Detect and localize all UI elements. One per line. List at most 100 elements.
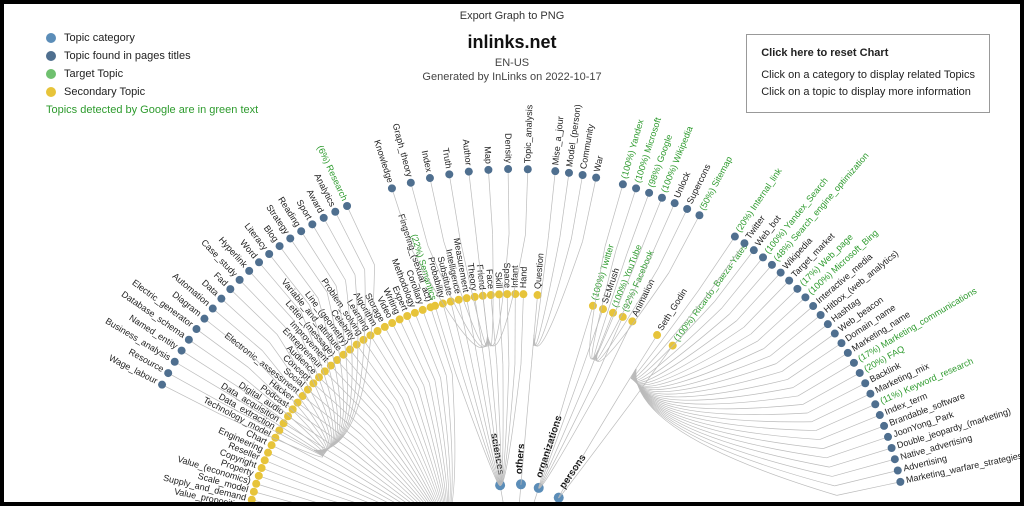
subtopic-node[interactable] [768,261,776,269]
subtopic-node[interactable] [880,422,888,430]
topic-node[interactable] [250,488,258,496]
topic-node[interactable] [264,449,272,457]
subtopic-node[interactable] [185,336,193,344]
topic-node[interactable] [471,293,479,301]
topic-node[interactable] [299,392,307,400]
subtopic-node[interactable] [255,258,263,266]
subtopic-node[interactable] [876,411,884,419]
topic-node[interactable] [289,405,297,413]
subtopic-node[interactable] [407,179,415,187]
subtopic-node[interactable] [504,165,512,173]
subtopic-node[interactable] [837,339,845,347]
subtopic-node[interactable] [551,167,559,175]
subtopic-node[interactable] [579,171,587,179]
topic-node[interactable] [315,373,323,381]
subtopic-node[interactable] [592,174,600,182]
subtopic-node[interactable] [671,199,679,207]
subtopic-node[interactable] [619,180,627,188]
topic-node[interactable] [381,323,389,331]
topic-node[interactable] [252,480,260,488]
subtopic-node[interactable] [759,253,767,261]
subtopic-node[interactable] [209,305,217,313]
subtopic-node[interactable] [565,169,573,177]
subtopic-node[interactable] [171,358,179,366]
subtopic-node[interactable] [236,276,244,284]
subtopic-label[interactable]: Truth [441,147,454,169]
subtopic-node[interactable] [866,390,874,398]
topic-node[interactable] [284,412,292,420]
topic-node[interactable] [619,313,627,321]
subtopic-node[interactable] [884,433,892,441]
subtopic-node[interactable] [750,246,758,254]
subtopic-node[interactable] [844,349,852,357]
category-label[interactable]: others [514,443,528,475]
subtopic-node[interactable] [445,170,453,178]
topic-node[interactable] [396,315,404,323]
topic-node[interactable] [309,379,317,387]
subtopic-node[interactable] [793,285,801,293]
topic-node[interactable] [534,291,542,299]
subtopic-node[interactable] [217,295,225,303]
subtopic-node[interactable] [888,444,896,452]
topic-node[interactable] [653,331,661,339]
topic-node[interactable] [248,496,256,504]
subtopic-label[interactable]: Graph_theory [391,122,415,178]
subtopic-node[interactable] [192,325,200,333]
subtopic-node[interactable] [164,369,172,377]
subtopic-node[interactable] [388,184,396,192]
topic-node[interactable] [519,290,527,298]
topic-node[interactable] [495,290,503,298]
topic-node[interactable] [431,302,439,310]
subtopic-node[interactable] [265,250,273,258]
subtopic-node[interactable] [894,467,902,475]
topic-node[interactable] [346,346,354,354]
subtopic-node[interactable] [856,369,864,377]
subtopic-label[interactable]: War [592,155,605,173]
subtopic-node[interactable] [465,168,473,176]
subtopic-label[interactable]: Density [503,133,513,164]
topic-node[interactable] [419,306,427,314]
topic-node[interactable] [359,336,367,344]
topic-node[interactable] [403,312,411,320]
subtopic-node[interactable] [831,330,839,338]
subtopic-node[interactable] [785,277,793,285]
subtopic-node[interactable] [683,205,691,213]
subtopic-node[interactable] [524,165,532,173]
subtopic-node[interactable] [286,234,294,242]
subtopic-node[interactable] [320,214,328,222]
subtopic-node[interactable] [245,267,253,275]
topic-node[interactable] [411,309,419,317]
subtopic-node[interactable] [632,184,640,192]
subtopic-node[interactable] [276,242,284,250]
subtopic-node[interactable] [891,455,899,463]
subtopic-node[interactable] [777,269,785,277]
category-label[interactable]: organizations [534,414,565,480]
subtopic-label[interactable]: Map [483,146,494,164]
subtopic-node[interactable] [861,379,869,387]
topic-node[interactable] [374,327,382,335]
topic-label[interactable]: Question [532,253,545,290]
subtopic-node[interactable] [200,315,208,323]
subtopic-node[interactable] [731,233,739,241]
subtopic-label[interactable]: Index [420,149,435,173]
subtopic-node[interactable] [158,381,166,389]
topic-node[interactable] [503,290,511,298]
subtopic-node[interactable] [178,347,186,355]
subtopic-node[interactable] [817,311,825,319]
radial-chart[interactable]: societiesValue_propositionSupply_and_dem… [4,4,1020,502]
subtopic-label[interactable]: Topic_analysis [522,104,534,163]
topic-node[interactable] [258,464,266,472]
subtopic-label[interactable]: Knowledge [372,139,395,184]
subtopic-node[interactable] [308,220,316,228]
topic-node[interactable] [261,456,269,464]
subtopic-node[interactable] [740,239,748,247]
topic-node[interactable] [388,319,396,327]
subtopic-node[interactable] [331,208,339,216]
subtopic-label[interactable]: Mise_a_jour [550,116,565,166]
subtopic-node[interactable] [850,359,858,367]
subtopic-node[interactable] [801,293,809,301]
topic-label[interactable]: Hand [518,266,529,288]
subtopic-node[interactable] [645,189,653,197]
subtopic-node[interactable] [426,174,434,182]
subtopic-node[interactable] [658,194,666,202]
